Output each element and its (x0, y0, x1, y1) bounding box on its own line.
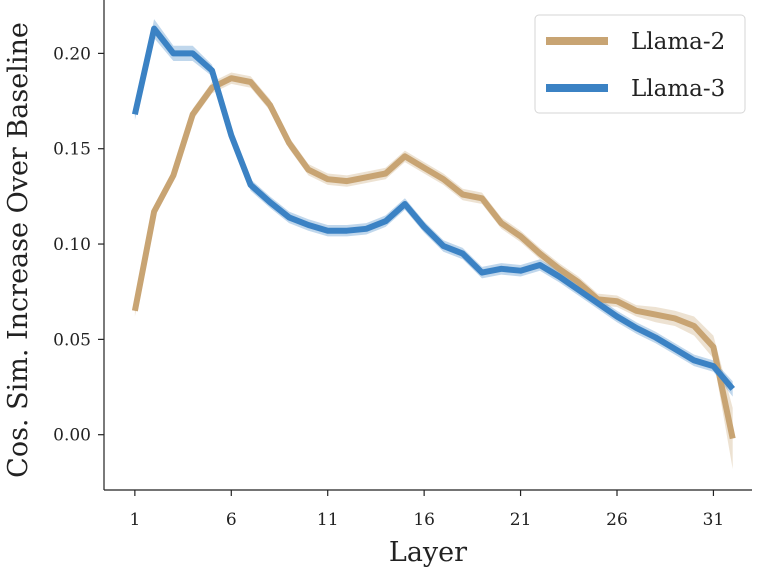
x-tick-label: 11 (317, 510, 339, 530)
axes: 1 6 11 16 21 26 31 0.000.050.100.150.20 (53, 0, 752, 530)
x-axis-ticks: 1 6 11 16 21 26 31 (129, 490, 724, 530)
x-tick-label: 21 (510, 510, 532, 530)
x-tick-label: 16 (413, 510, 435, 530)
x-tick-label: 1 (129, 510, 140, 530)
y-tick-label: 0.10 (53, 235, 91, 255)
legend-label-llama-2: Llama-2 (631, 29, 725, 55)
series-line-llama-2 (131, 75, 736, 440)
y-axis-title: Cos. Sim. Increase Over Baseline (3, 22, 34, 478)
legend-label-llama-3: Llama-3 (631, 76, 725, 102)
series-line-llama-3 (131, 25, 735, 391)
y-tick-label: 0.20 (53, 44, 91, 64)
x-axis-title: Layer (389, 537, 467, 568)
series-lines (131, 25, 736, 440)
x-tick-label: 26 (606, 510, 628, 530)
y-tick-label: 0.00 (53, 426, 91, 446)
y-axis-ticks: 0.00 0.05 0.10 0.15 0.20 (53, 44, 104, 446)
y-tick-label: 0.05 (53, 330, 91, 350)
legend: Llama-2 Llama-3 (534, 14, 746, 114)
x-tick-label: 31 (703, 510, 725, 530)
x-tick-label: 6 (226, 510, 237, 530)
confidence-band-llama-2 (134, 72, 733, 469)
y-tick-label: 0.15 (53, 140, 91, 160)
